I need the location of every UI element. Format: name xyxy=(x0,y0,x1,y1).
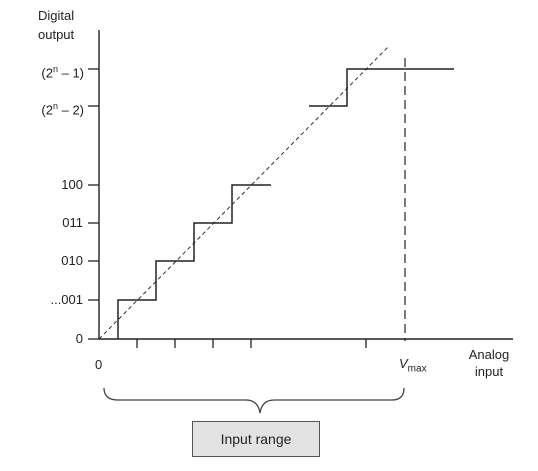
y-tick-label-011: 011 xyxy=(62,215,83,230)
y-tick-label-2n-minus-2: (2n – 2) xyxy=(41,101,84,118)
y-tick-label-010: 010 xyxy=(61,253,83,268)
input-range-label: Input range xyxy=(220,431,292,447)
y-tick-marks xyxy=(88,68,99,340)
vmax-label: Vmax xyxy=(399,356,427,375)
y-tick-label-2n-minus-1: (2n – 1) xyxy=(41,64,84,81)
input-range-box: Input range xyxy=(192,421,320,457)
input-range-brace xyxy=(103,387,405,414)
y-tick-label-100: 100 xyxy=(61,177,83,192)
y-tick-label-0: 0 xyxy=(75,331,83,346)
staircase-upper xyxy=(309,68,454,107)
x-axis-title: Analog input xyxy=(468,347,510,379)
y-axis-title-line2: output xyxy=(38,27,75,42)
x-origin-label: 0 xyxy=(95,357,103,372)
x-tick-marks xyxy=(136,339,367,348)
ideal-transfer-line xyxy=(98,46,389,340)
y-axis-title-line1: Digital xyxy=(38,8,75,23)
y-tick-label-001: ...001 xyxy=(50,292,83,307)
staircase-lower xyxy=(117,184,271,339)
